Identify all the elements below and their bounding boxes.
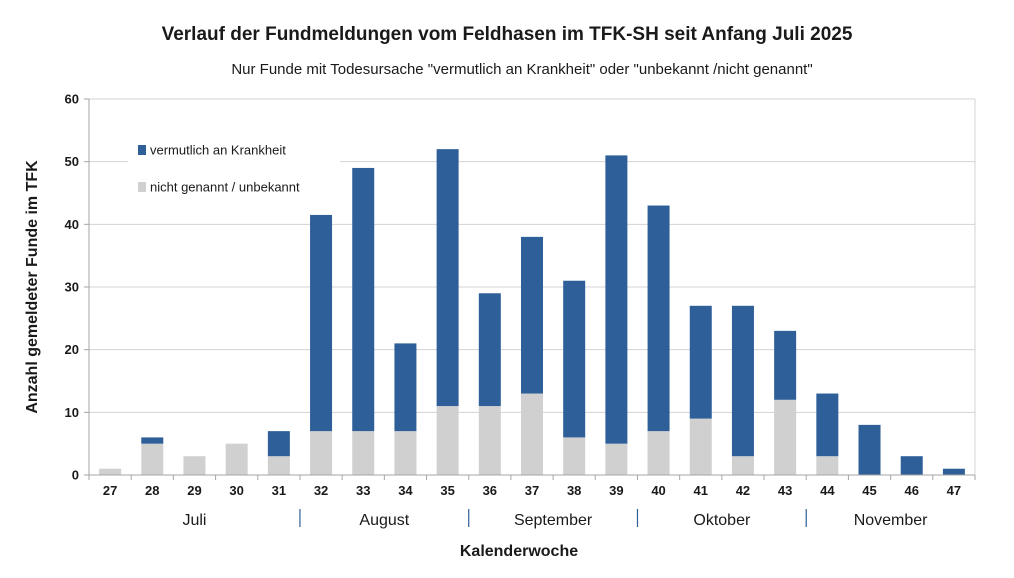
month-label: August [359, 512, 409, 529]
y-tick-label: 0 [72, 468, 79, 483]
bar-kw35-series0 [436, 406, 459, 475]
y-tick-label: 30 [65, 280, 79, 295]
x-axis-title: Kalenderwoche [460, 543, 578, 560]
y-tick-label: 20 [65, 342, 79, 357]
x-tick-label: 41 [694, 483, 708, 498]
bar-kw36-series0 [478, 406, 501, 475]
legend-background [128, 133, 340, 203]
bar-kw42-series1 [731, 305, 754, 457]
y-tick-label: 40 [65, 217, 79, 232]
bar-kw31-series0 [267, 456, 290, 475]
bar-kw35-series1 [436, 149, 459, 407]
chart-title: Verlauf der Fundmeldungen vom Feldhasen … [162, 24, 853, 45]
bar-kw37-series0 [521, 393, 543, 475]
chart-subtitle: Nur Funde mit Todesursache "vermutlich a… [231, 61, 812, 78]
bar-kw32-series1 [310, 214, 333, 432]
bars [99, 149, 965, 475]
axes [84, 98, 976, 480]
x-tick-label: 33 [356, 483, 370, 498]
y-tick-labels: 0 10 20 30 40 50 60 [65, 92, 79, 483]
bar-kw31-series1 [267, 431, 290, 457]
x-tick-label: 43 [778, 483, 792, 498]
bar-kw32-series0 [310, 431, 333, 475]
x-tick-label: 44 [820, 483, 835, 498]
bar-kw42-series0 [731, 456, 754, 475]
bar-kw30-series0 [225, 443, 248, 475]
legend-label: nicht genannt / unbekannt [150, 180, 300, 195]
x-tick-label: 46 [904, 483, 918, 498]
bar-kw33-series0 [352, 431, 375, 475]
bar-kw41-series0 [689, 418, 712, 475]
x-tick-label: 45 [862, 483, 876, 498]
bar-kw43-series1 [774, 330, 797, 400]
legend-label: vermutlich an Krankheit [150, 143, 286, 158]
x-tick-label: 28 [145, 483, 159, 498]
x-tick-label: 37 [525, 483, 539, 498]
bar-kw37-series1 [521, 236, 543, 394]
x-tick-label: 40 [651, 483, 665, 498]
bar-kw33-series1 [352, 167, 375, 432]
x-tick-label: 36 [483, 483, 497, 498]
bar-kw40-series0 [647, 431, 670, 475]
x-tick-label: 35 [440, 483, 454, 498]
month-labels: Juli August September Oktober November [182, 509, 928, 529]
bar-kw28-series0 [141, 443, 164, 475]
bar-kw45-series1 [858, 424, 881, 475]
legend-swatch [138, 182, 146, 192]
bar-kw39-series1 [605, 155, 628, 444]
bar-kw44-series1 [816, 393, 839, 457]
x-tick-label: 30 [229, 483, 243, 498]
x-tick-label: 27 [103, 483, 117, 498]
x-tick-label: 39 [609, 483, 623, 498]
bar-kw38-series0 [563, 437, 586, 475]
bar-kw38-series1 [563, 280, 586, 438]
x-tick-label: 32 [314, 483, 328, 498]
bar-kw34-series0 [394, 431, 417, 475]
y-tick-label: 10 [65, 405, 79, 420]
y-tick-label: 50 [65, 154, 79, 169]
x-tick-label: 47 [947, 483, 961, 498]
x-tick-label: 34 [398, 483, 413, 498]
bar-kw46-series1 [900, 456, 923, 475]
month-label: Juli [182, 512, 206, 529]
bar-kw41-series1 [689, 305, 712, 419]
bar-kw47-series1 [942, 468, 965, 475]
bar-kw44-series0 [816, 456, 839, 475]
bar-kw28-series1 [141, 437, 164, 444]
legend: vermutlich an Krankheit nicht genannt / u… [128, 133, 340, 203]
month-label: November [854, 512, 928, 529]
x-tick-label: 38 [567, 483, 581, 498]
bar-kw34-series1 [394, 343, 417, 432]
month-label: Oktober [693, 512, 751, 529]
x-tick-label: 31 [272, 483, 286, 498]
bar-kw27-series0 [99, 468, 122, 475]
x-tick-label: 29 [187, 483, 201, 498]
bar-kw40-series1 [647, 205, 670, 432]
bar-kw39-series0 [605, 443, 628, 475]
y-axis-title: Anzahl gemeldeter Funde im TFK [24, 160, 41, 414]
y-tick-label: 60 [65, 92, 79, 107]
x-tick-labels: 27 28 29 30 31 32 33 34 35 36 37 38 39 40 41 42 43 44 45 46… [103, 483, 961, 498]
x-tick-label: 42 [736, 483, 750, 498]
legend-swatch [138, 145, 146, 155]
bar-kw43-series0 [774, 399, 797, 475]
bar-kw29-series0 [183, 456, 206, 475]
month-label: September [514, 512, 593, 529]
bar-kw36-series1 [478, 293, 501, 407]
